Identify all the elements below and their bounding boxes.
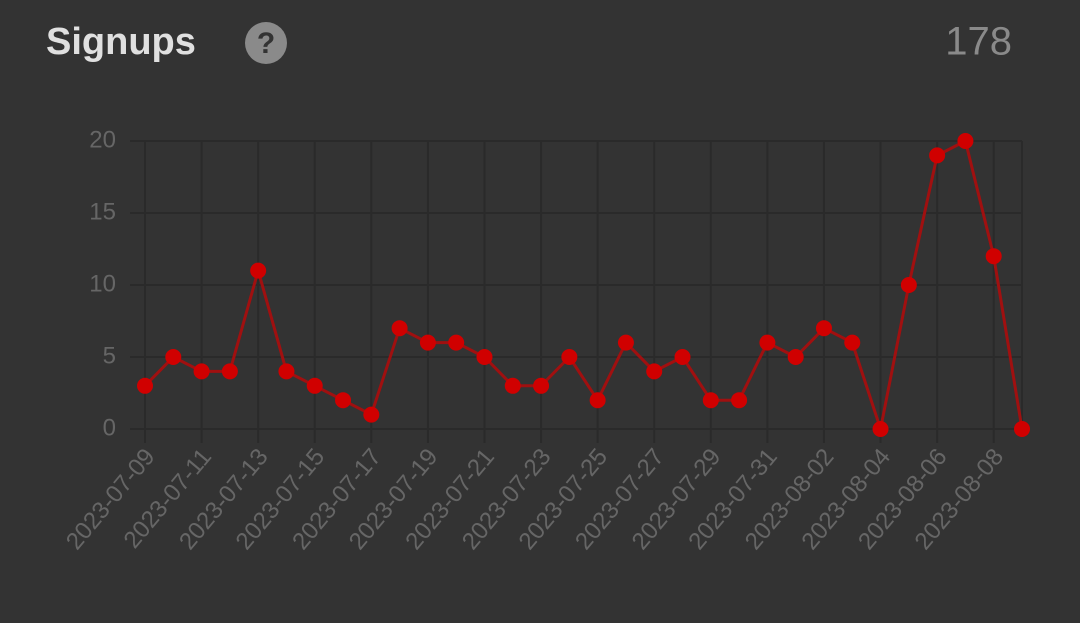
point (929, 147, 946, 164)
point (165, 349, 182, 365)
y-tick-label: 15 (89, 198, 116, 225)
point (787, 349, 804, 365)
point (900, 277, 917, 293)
point (476, 349, 493, 365)
point (815, 320, 832, 337)
help-icon-glyph[interactable]: ? (257, 27, 275, 60)
point (504, 377, 521, 394)
point (561, 349, 578, 365)
point (306, 377, 323, 394)
point (278, 363, 295, 380)
title: Signups (46, 21, 196, 63)
point (363, 406, 380, 423)
point (985, 248, 1002, 265)
point (872, 421, 889, 437)
y-tick-label: 10 (89, 270, 116, 297)
point (702, 392, 719, 409)
point (957, 133, 974, 149)
point (193, 363, 210, 380)
total: 178 (945, 20, 1012, 64)
point (448, 334, 465, 351)
point (759, 334, 776, 351)
point (250, 262, 267, 279)
point (137, 377, 153, 394)
point (844, 334, 861, 351)
point (221, 363, 238, 380)
point (533, 377, 550, 394)
point (335, 392, 352, 409)
point (419, 334, 436, 351)
point (674, 349, 691, 365)
y-tick-label: 20 (89, 126, 116, 153)
point (646, 363, 663, 380)
point (391, 320, 408, 337)
point (731, 392, 748, 409)
y-tick-label: 0 (103, 414, 116, 441)
point (589, 392, 606, 409)
help-icon[interactable] (245, 22, 287, 64)
point (617, 334, 634, 351)
point (1014, 421, 1030, 437)
y-tick-label: 5 (103, 342, 116, 369)
